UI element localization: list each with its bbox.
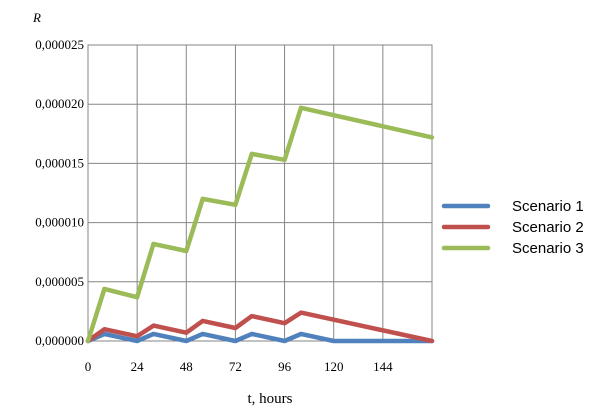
y-tick-label: 0,000020 — [35, 96, 84, 111]
x-tick-label: 120 — [324, 359, 344, 374]
x-tick-label: 72 — [229, 359, 242, 374]
y-tick-label: 0,000015 — [35, 155, 84, 170]
x-tick-label: 0 — [85, 359, 92, 374]
x-tick-label: 24 — [131, 359, 145, 374]
plot-frame — [87, 44, 433, 342]
x-tick-label: 96 — [278, 359, 292, 374]
x-tick-label: 48 — [180, 359, 193, 374]
y-tick-label: 0,000005 — [35, 274, 84, 289]
x-tick-label: 144 — [373, 359, 393, 374]
y-axis-ticks: 0,000000 0,000005 0,000010 0,000015 0,000020… — [35, 37, 84, 348]
legend: Scenario 1 Scenario 2 Scenario 3 — [441, 198, 584, 257]
y-tick-label: 0,000025 — [35, 37, 84, 52]
series-line-3 — [85, 105, 435, 344]
x-axis-label: t, hours — [248, 391, 293, 407]
series-line-2 — [85, 310, 435, 344]
legend-label-1: Scenario 1 — [512, 198, 584, 215]
y-tick-label: 0,000010 — [35, 215, 84, 230]
legend-label-2: Scenario 2 — [512, 219, 584, 236]
series-line-1 — [85, 331, 435, 344]
legend-label-3: Scenario 3 — [512, 240, 584, 257]
series-lines — [85, 105, 435, 344]
y-axis-label: R — [32, 10, 41, 25]
y-tick-label: 0,000000 — [35, 333, 84, 348]
x-axis-ticks: 0 24 48 72 96 120 144 — [85, 359, 393, 374]
